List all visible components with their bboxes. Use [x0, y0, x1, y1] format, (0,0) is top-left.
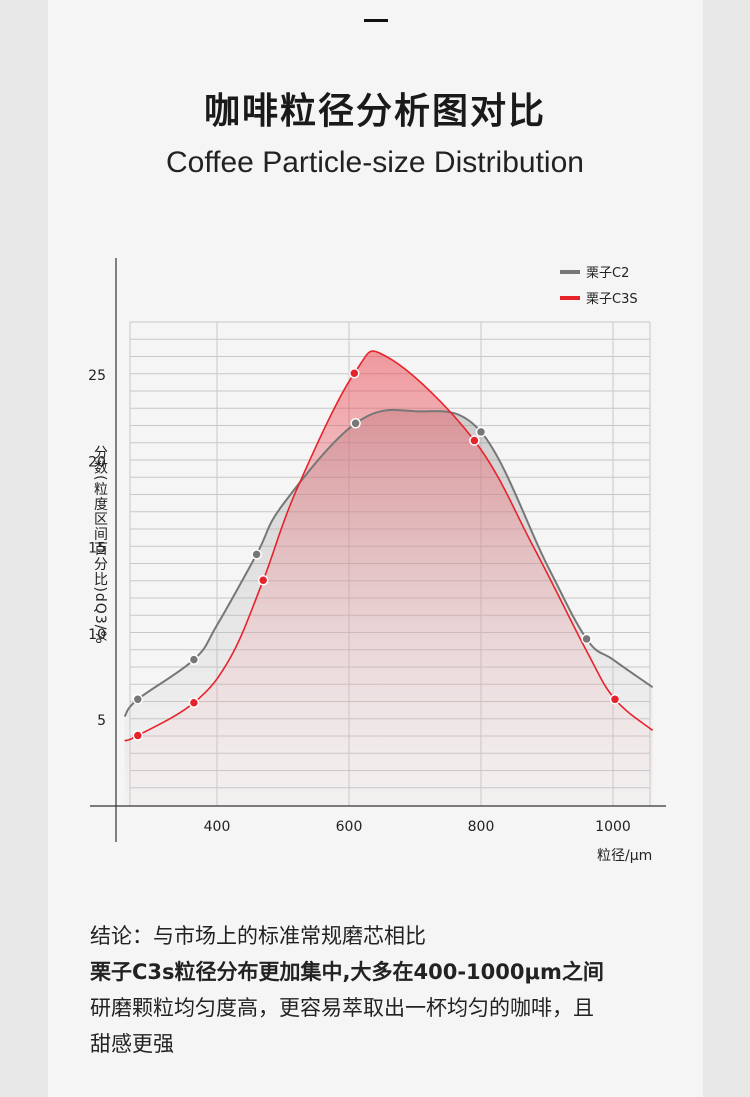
x-tick-label: 600: [336, 819, 363, 835]
marker-c3s-3: [257, 575, 269, 586]
legend-swatch-c2: [560, 269, 580, 274]
conclusion-line-1: 结论：与市场上的标准常规磨芯相比: [90, 924, 426, 948]
legend-swatch-c3s: [560, 295, 580, 300]
area-c3s: [124, 351, 653, 806]
top-dash-mark: [364, 19, 388, 22]
x-axis-label: 粒径/μm: [597, 848, 653, 864]
y-tick-label: 5: [97, 713, 106, 729]
marker-c3s-5: [469, 435, 480, 446]
marker-c3s-1: [132, 730, 144, 741]
conclusion-line-2: 栗子C3s粒径分布更加集中,大多在400-1000μm之间: [90, 960, 604, 984]
page-title: 咖啡粒径分析图对比: [203, 91, 546, 132]
marker-c3s-2: [188, 697, 200, 708]
page-subtitle: Coffee Particle-size Distribution: [166, 146, 584, 179]
conclusion-block: 结论：与市场上的标准常规磨芯相比 栗子C3s粒径分布更加集中,大多在400-10…: [90, 918, 690, 1062]
y-tick-label: 15: [88, 541, 106, 557]
y-tick-label: 25: [88, 368, 106, 384]
legend-label-c2: 栗子C2: [586, 266, 630, 281]
x-tick-label: 800: [468, 819, 495, 835]
marker-c2-6: [581, 633, 592, 645]
particle-size-chart: 400 600 800 1000 5 10 15 20 25: [88, 258, 666, 842]
conclusion-line-3: 研磨颗粒均匀度高，更容易萃取出一杯均匀的咖啡，且: [90, 996, 594, 1020]
area-layer: [124, 351, 653, 806]
marker-c3s-6: [609, 694, 621, 705]
marker-c2-1: [132, 694, 144, 705]
y-tick-label: 20: [88, 454, 106, 470]
marker-c2-5: [475, 426, 487, 438]
axis-layer: [90, 258, 666, 842]
y-tick-label: 10: [88, 627, 106, 643]
x-tick-label: 1000: [595, 819, 631, 835]
marker-c2-4: [350, 418, 361, 429]
marker-c2-2: [188, 654, 200, 665]
legend-item-c3s: 栗子C3S: [560, 288, 638, 307]
y-axis-label: 分数(粒度区间百分比)dQ3/%: [92, 445, 108, 645]
legend-label-c3s: 栗子C3S: [586, 292, 638, 307]
marker-c2-3: [251, 549, 262, 560]
legend-item-c2: 栗子C2: [560, 262, 629, 281]
conclusion-line-4: 甜感更强: [90, 1032, 174, 1056]
x-tick-label: 400: [204, 819, 231, 835]
tick-layer: 400 600 800 1000 5 10 15 20 25: [88, 368, 631, 835]
marker-layer: [132, 368, 621, 741]
marker-c3s-4: [349, 368, 360, 379]
